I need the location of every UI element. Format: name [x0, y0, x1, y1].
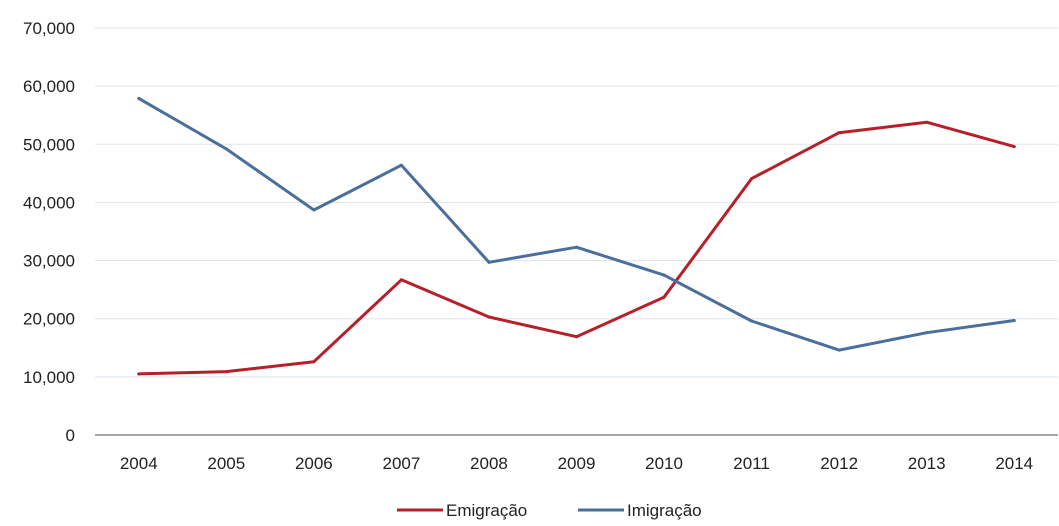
data-point-imigracao — [399, 163, 403, 167]
y-axis-ticks: 0 10,000 20,000 30,000 40,000 50,000 60,000 70,… — [23, 19, 75, 445]
data-point-emigracao — [137, 372, 141, 376]
data-point-emigracao — [925, 120, 929, 124]
y-tick-label: 30,000 — [23, 252, 75, 271]
x-tick-label: 2011 — [733, 454, 770, 473]
gridlines — [95, 27, 1058, 378]
x-tick-label: 2006 — [295, 454, 333, 473]
y-tick-label: 20,000 — [23, 310, 75, 329]
data-point-imigracao — [837, 348, 841, 352]
data-point-imigracao — [137, 96, 141, 100]
series-lines — [137, 96, 1016, 376]
y-tick-label: 40,000 — [23, 193, 75, 212]
y-tick-label: 70,000 — [23, 19, 75, 38]
x-tick-label: 2007 — [382, 454, 420, 473]
x-tick-label: 2010 — [645, 454, 683, 473]
data-point-imigracao — [487, 260, 491, 264]
x-tick-label: 2009 — [558, 454, 596, 473]
y-tick-label: 0 — [66, 426, 75, 445]
data-point-imigracao — [312, 208, 316, 212]
x-tick-label: 2008 — [470, 454, 508, 473]
y-tick-label: 60,000 — [23, 77, 75, 96]
data-point-emigracao — [487, 315, 491, 319]
legend-label-imigracao: Imigração — [627, 501, 702, 520]
x-tick-label: 2004 — [120, 454, 158, 473]
data-point-imigracao — [662, 273, 666, 277]
data-point-emigracao — [662, 295, 666, 299]
x-tick-label: 2013 — [908, 454, 946, 473]
data-point-emigracao — [750, 177, 754, 181]
x-tick-label: 2014 — [995, 454, 1033, 473]
data-point-emigracao — [312, 360, 316, 364]
data-point-imigracao — [575, 245, 578, 249]
y-tick-label: 10,000 — [23, 368, 75, 387]
data-point-emigracao — [837, 131, 841, 135]
x-tick-label: 2012 — [820, 454, 858, 473]
legend-label-emigracao: Emigração — [446, 501, 527, 520]
series-line-imigracao — [137, 96, 1016, 352]
data-point-emigracao — [224, 370, 228, 374]
data-point-imigracao — [1012, 318, 1016, 322]
data-point-imigracao — [925, 331, 929, 335]
x-axis-ticks: 2004 2005 2006 2007 2008 2009 2010 2011 2012 2013… — [120, 454, 1033, 473]
data-point-emigracao — [575, 335, 578, 339]
data-point-emigracao — [1012, 145, 1016, 149]
data-point-imigracao — [224, 147, 228, 151]
legend: Emigração Imigração — [397, 501, 702, 520]
y-tick-label: 50,000 — [23, 135, 75, 154]
data-point-imigracao — [750, 319, 754, 323]
x-tick-label: 2005 — [207, 454, 245, 473]
data-point-emigracao — [399, 278, 403, 282]
